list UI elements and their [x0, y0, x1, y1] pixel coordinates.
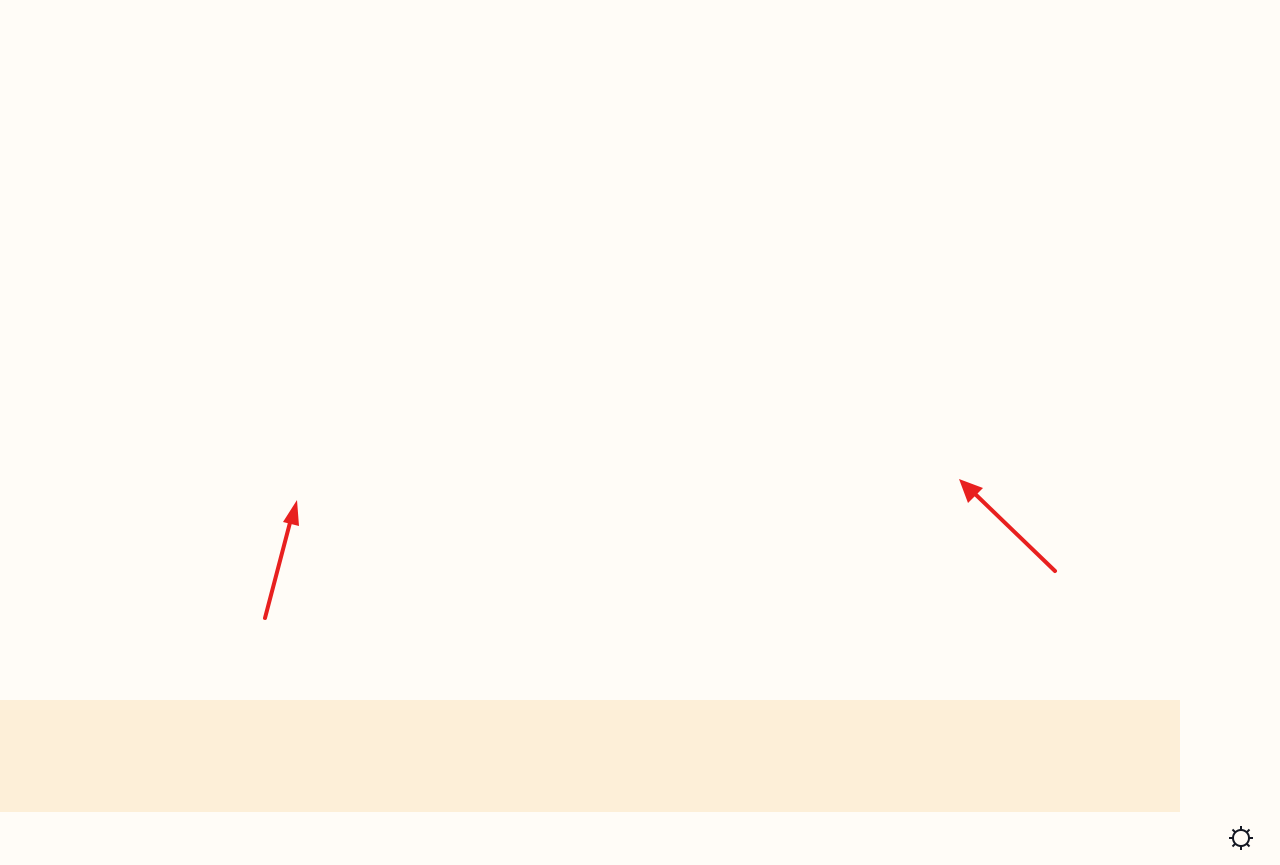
- gear-teeth: [1229, 826, 1253, 850]
- arrow-head: [283, 500, 299, 526]
- annotation-arrows: [263, 479, 1057, 620]
- arrow-head: [959, 479, 983, 503]
- arrow: [263, 513, 294, 620]
- settings-icon[interactable]: [1229, 826, 1253, 850]
- volume-background: [0, 700, 1180, 812]
- arrow: [970, 489, 1057, 573]
